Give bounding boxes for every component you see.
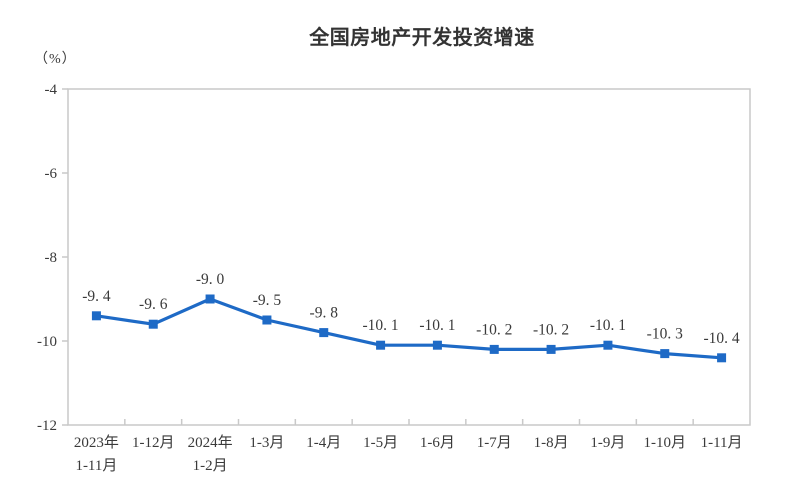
data-point-label: -10. 2 bbox=[533, 321, 569, 338]
x-axis-category-label: 1-5月 bbox=[363, 435, 398, 451]
x-axis-category-label: 1-6月 bbox=[420, 435, 455, 451]
x-axis-category-label: 1-7月 bbox=[477, 435, 512, 451]
series-line bbox=[94, 297, 724, 360]
x-axis-category-label: 1-10月 bbox=[644, 435, 687, 451]
y-axis-tick-label: -12 bbox=[37, 418, 57, 434]
data-point-label: -10. 1 bbox=[362, 317, 398, 334]
data-point-label: -10. 3 bbox=[647, 326, 683, 343]
data-point-marker bbox=[91, 311, 101, 321]
x-axis-category-label: 1-3月 bbox=[249, 435, 284, 451]
data-point-label: -10. 4 bbox=[703, 330, 739, 347]
data-point-marker bbox=[489, 344, 499, 354]
data-point-label: -10. 1 bbox=[419, 317, 455, 334]
data-point-marker bbox=[205, 294, 215, 304]
data-point-marker bbox=[432, 340, 442, 350]
data-point-marker bbox=[660, 349, 670, 359]
data-point-label: -9. 0 bbox=[196, 271, 225, 288]
data-point-label: -9. 4 bbox=[82, 288, 111, 305]
x-axis-category-label: 1-12月 bbox=[132, 435, 175, 451]
data-point-marker bbox=[319, 328, 329, 338]
data-point-label: -9. 6 bbox=[139, 296, 168, 313]
data-point-marker bbox=[262, 315, 272, 325]
data-point-marker bbox=[546, 344, 556, 354]
data-point-marker bbox=[603, 340, 613, 350]
y-axis-tick-label: -6 bbox=[45, 166, 58, 182]
plot-area-border bbox=[67, 88, 751, 426]
data-point-marker bbox=[148, 319, 158, 329]
x-axis-category-label: 1-9月 bbox=[590, 435, 625, 451]
data-point-marker bbox=[717, 353, 727, 363]
x-axis-category-label: 2023年 1-11月 bbox=[74, 434, 119, 474]
x-axis-category-label: 1-4月 bbox=[306, 435, 341, 451]
data-point-marker bbox=[376, 340, 386, 350]
y-axis-tick-label: -4 bbox=[45, 82, 58, 98]
x-axis-category-label: 1-8月 bbox=[534, 435, 569, 451]
data-point-label: -9. 8 bbox=[310, 305, 339, 322]
data-point-label: -9. 5 bbox=[253, 292, 282, 309]
y-axis-tick-label: -10 bbox=[37, 334, 57, 350]
x-axis-category-label: 2024年 1-2月 bbox=[188, 434, 233, 474]
y-axis-tick-label: -8 bbox=[45, 250, 58, 266]
data-point-label: -10. 1 bbox=[590, 317, 626, 334]
y-axis-unit-label: （%） bbox=[34, 52, 77, 67]
data-point-label: -10. 2 bbox=[476, 321, 512, 338]
chart-title: 全国房地产开发投资增速 bbox=[309, 27, 535, 49]
x-axis-category-label: 1-11月 bbox=[701, 435, 743, 451]
